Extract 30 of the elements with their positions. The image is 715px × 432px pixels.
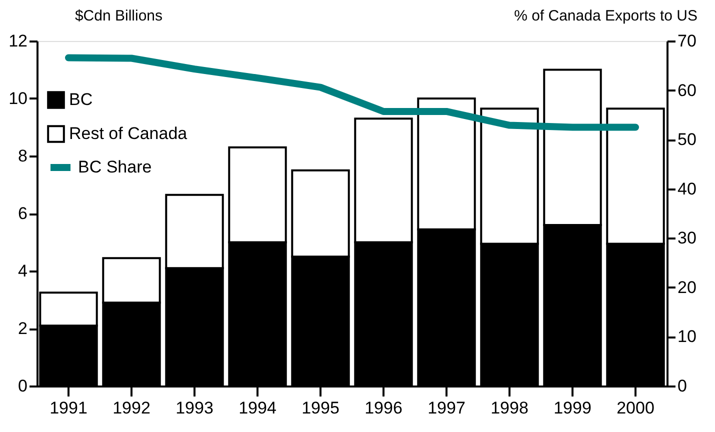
x-tick-label: 1998 bbox=[490, 398, 528, 418]
y-tick-label: 4 bbox=[18, 262, 28, 280]
legend-label: BC Share bbox=[78, 158, 152, 176]
x-tick-label: 1991 bbox=[50, 398, 88, 418]
y-axis-title: $Cdn Billions bbox=[74, 8, 162, 24]
x-tick-label: 1992 bbox=[112, 398, 150, 418]
y2-tick-label: 70 bbox=[678, 32, 696, 50]
y2-tick-label: 50 bbox=[678, 130, 696, 150]
y2-tick-label: 60 bbox=[678, 80, 696, 100]
x-tick-label: 1993 bbox=[176, 398, 214, 418]
y-tick-label: 2 bbox=[18, 319, 28, 338]
y-tick-label: 12 bbox=[8, 32, 28, 50]
x-tick-label: 1999 bbox=[554, 398, 592, 418]
x-tick-label: 2000 bbox=[616, 398, 654, 418]
y-tick-label: 10 bbox=[8, 89, 28, 108]
y2-axis-title: % of Canada Exports to US bbox=[514, 8, 698, 24]
y-tick-label: 8 bbox=[18, 146, 28, 166]
y2-tick-label: 30 bbox=[678, 228, 696, 248]
x-tick-label: 1995 bbox=[302, 398, 340, 418]
y2-tick-label: 10 bbox=[678, 327, 696, 346]
x-tick-label: 1994 bbox=[238, 398, 276, 418]
y2-tick-label: 40 bbox=[678, 179, 696, 198]
legend-label: BC bbox=[69, 90, 93, 109]
y-tick-label: 6 bbox=[18, 204, 28, 223]
y-tick-label: 0 bbox=[18, 376, 28, 396]
legend-label: Rest of Canada bbox=[69, 124, 188, 143]
x-tick-label: 1997 bbox=[428, 398, 466, 418]
x-tick-label: 1996 bbox=[364, 398, 402, 418]
y2-tick-label: 0 bbox=[678, 376, 687, 396]
y2-tick-label: 20 bbox=[678, 278, 696, 297]
